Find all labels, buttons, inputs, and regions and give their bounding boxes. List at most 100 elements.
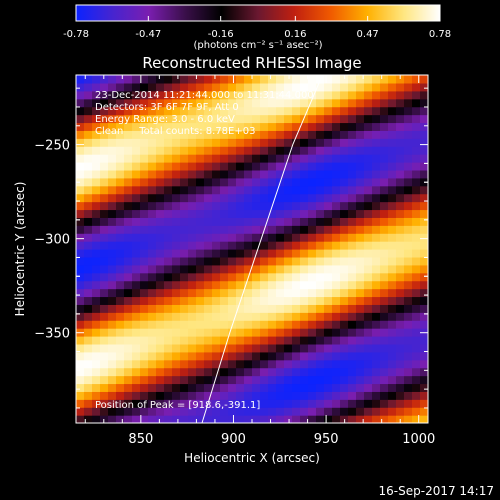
heatmap-pixel (204, 106, 213, 116)
heatmap-pixel (164, 130, 173, 139)
heatmap-pixel (92, 359, 101, 369)
heatmap-pixel (372, 399, 381, 408)
heatmap-pixel (356, 375, 365, 385)
heatmap-pixel (276, 114, 285, 124)
heatmap-pixel (212, 296, 221, 305)
heatmap-pixel (140, 343, 149, 353)
heatmap-pixel (76, 280, 85, 290)
heatmap-pixel (388, 304, 397, 313)
heatmap-pixel (164, 146, 173, 155)
heatmap-pixel (220, 130, 229, 139)
heatmap-pixel (244, 82, 253, 92)
heatmap-pixel (356, 193, 365, 203)
heatmap-pixel (404, 312, 413, 321)
heatmap-pixel (92, 288, 101, 298)
heatmap-pixel (156, 328, 165, 337)
heatmap-pixel (140, 415, 149, 423)
heatmap-pixel (228, 75, 237, 84)
heatmap-pixel (108, 320, 117, 329)
heatmap-pixel (228, 296, 237, 305)
heatmap-pixel (324, 193, 333, 203)
heatmap-pixel (404, 241, 413, 250)
heatmap-pixel (252, 162, 261, 171)
heatmap-pixel (308, 312, 317, 321)
heatmap-pixel (340, 233, 349, 242)
heatmap-pixel (364, 312, 373, 321)
heatmap-pixel (300, 367, 309, 377)
heatmap-pixel (188, 169, 197, 179)
heatmap-pixel (116, 209, 125, 218)
heatmap-pixel (404, 146, 413, 155)
heatmap-pixel (244, 359, 253, 369)
heatmap-pixel (236, 154, 245, 163)
heatmap-pixel (348, 106, 357, 116)
heatmap-pixel (396, 391, 405, 400)
heatmap-pixel (100, 296, 109, 305)
heatmap-pixel (284, 249, 293, 258)
heatmap-pixel (188, 122, 197, 131)
heatmap-pixel (356, 367, 365, 377)
heatmap-pixel (196, 201, 205, 211)
heatmap-pixel (196, 264, 205, 274)
heatmap-pixel (156, 209, 165, 218)
heatmap-pixel (396, 359, 405, 369)
heatmap-pixel (164, 264, 173, 274)
heatmap-pixel (324, 375, 333, 385)
heatmap-pixel (356, 391, 365, 400)
heatmap-pixel (260, 343, 269, 353)
heatmap-pixel (84, 336, 93, 345)
heatmap-pixel (420, 399, 428, 408)
heatmap-pixel (420, 359, 428, 369)
heatmap-pixel (228, 328, 237, 337)
heatmap-pixel (92, 233, 101, 242)
heatmap-pixel (84, 90, 93, 100)
heatmap-pixel (180, 233, 189, 242)
heatmap-pixel (116, 177, 125, 187)
heatmap-pixel (412, 264, 421, 274)
heatmap-pixel (132, 359, 141, 369)
heatmap-pixel (164, 304, 173, 313)
heatmap-pixel (76, 415, 85, 423)
heatmap-pixel (276, 256, 285, 266)
heatmap-pixel (300, 272, 309, 282)
heatmap-pixel (148, 296, 157, 305)
heatmap-pixel (388, 415, 397, 423)
heatmap-pixel (292, 209, 301, 218)
heatmap-pixel (252, 122, 261, 131)
heatmap-pixel (364, 415, 373, 423)
heatmap-pixel (244, 193, 253, 203)
heatmap-pixel (260, 233, 269, 242)
heatmap-pixel (276, 146, 285, 155)
heatmap-pixel (108, 217, 117, 226)
heatmap-pixel (396, 122, 405, 131)
heatmap-pixel (260, 359, 269, 369)
heatmap-pixel (196, 169, 205, 179)
heatmap-pixel (404, 383, 413, 392)
heatmap-pixel (348, 130, 357, 139)
heatmap-pixel (92, 209, 101, 218)
heatmap-pixel (420, 320, 428, 329)
heatmap-pixel (132, 256, 141, 266)
heatmap-pixel (220, 217, 229, 226)
heatmap-pixel (396, 162, 405, 171)
heatmap-pixel (116, 391, 125, 400)
heatmap-pixel (356, 312, 365, 321)
heatmap-pixel (148, 162, 157, 171)
heatmap-pixel (76, 320, 85, 329)
heatmap-pixel (308, 367, 317, 377)
heatmap-pixel (76, 336, 85, 345)
heatmap-pixel (212, 82, 221, 92)
heatmap-pixel (196, 98, 205, 108)
heatmap-pixel (244, 336, 253, 345)
heatmap-pixel (148, 375, 157, 385)
heatmap-pixel (204, 162, 213, 171)
heatmap-pixel (148, 351, 157, 361)
heatmap-pixel (308, 82, 317, 92)
heatmap-pixel (84, 304, 93, 313)
heatmap-pixel (196, 217, 205, 226)
heatmap-pixel (380, 177, 389, 187)
heatmap-pixel (172, 241, 181, 250)
heatmap-pixel (164, 98, 173, 108)
heatmap-pixel (396, 201, 405, 211)
heatmap-pixel (236, 106, 245, 116)
